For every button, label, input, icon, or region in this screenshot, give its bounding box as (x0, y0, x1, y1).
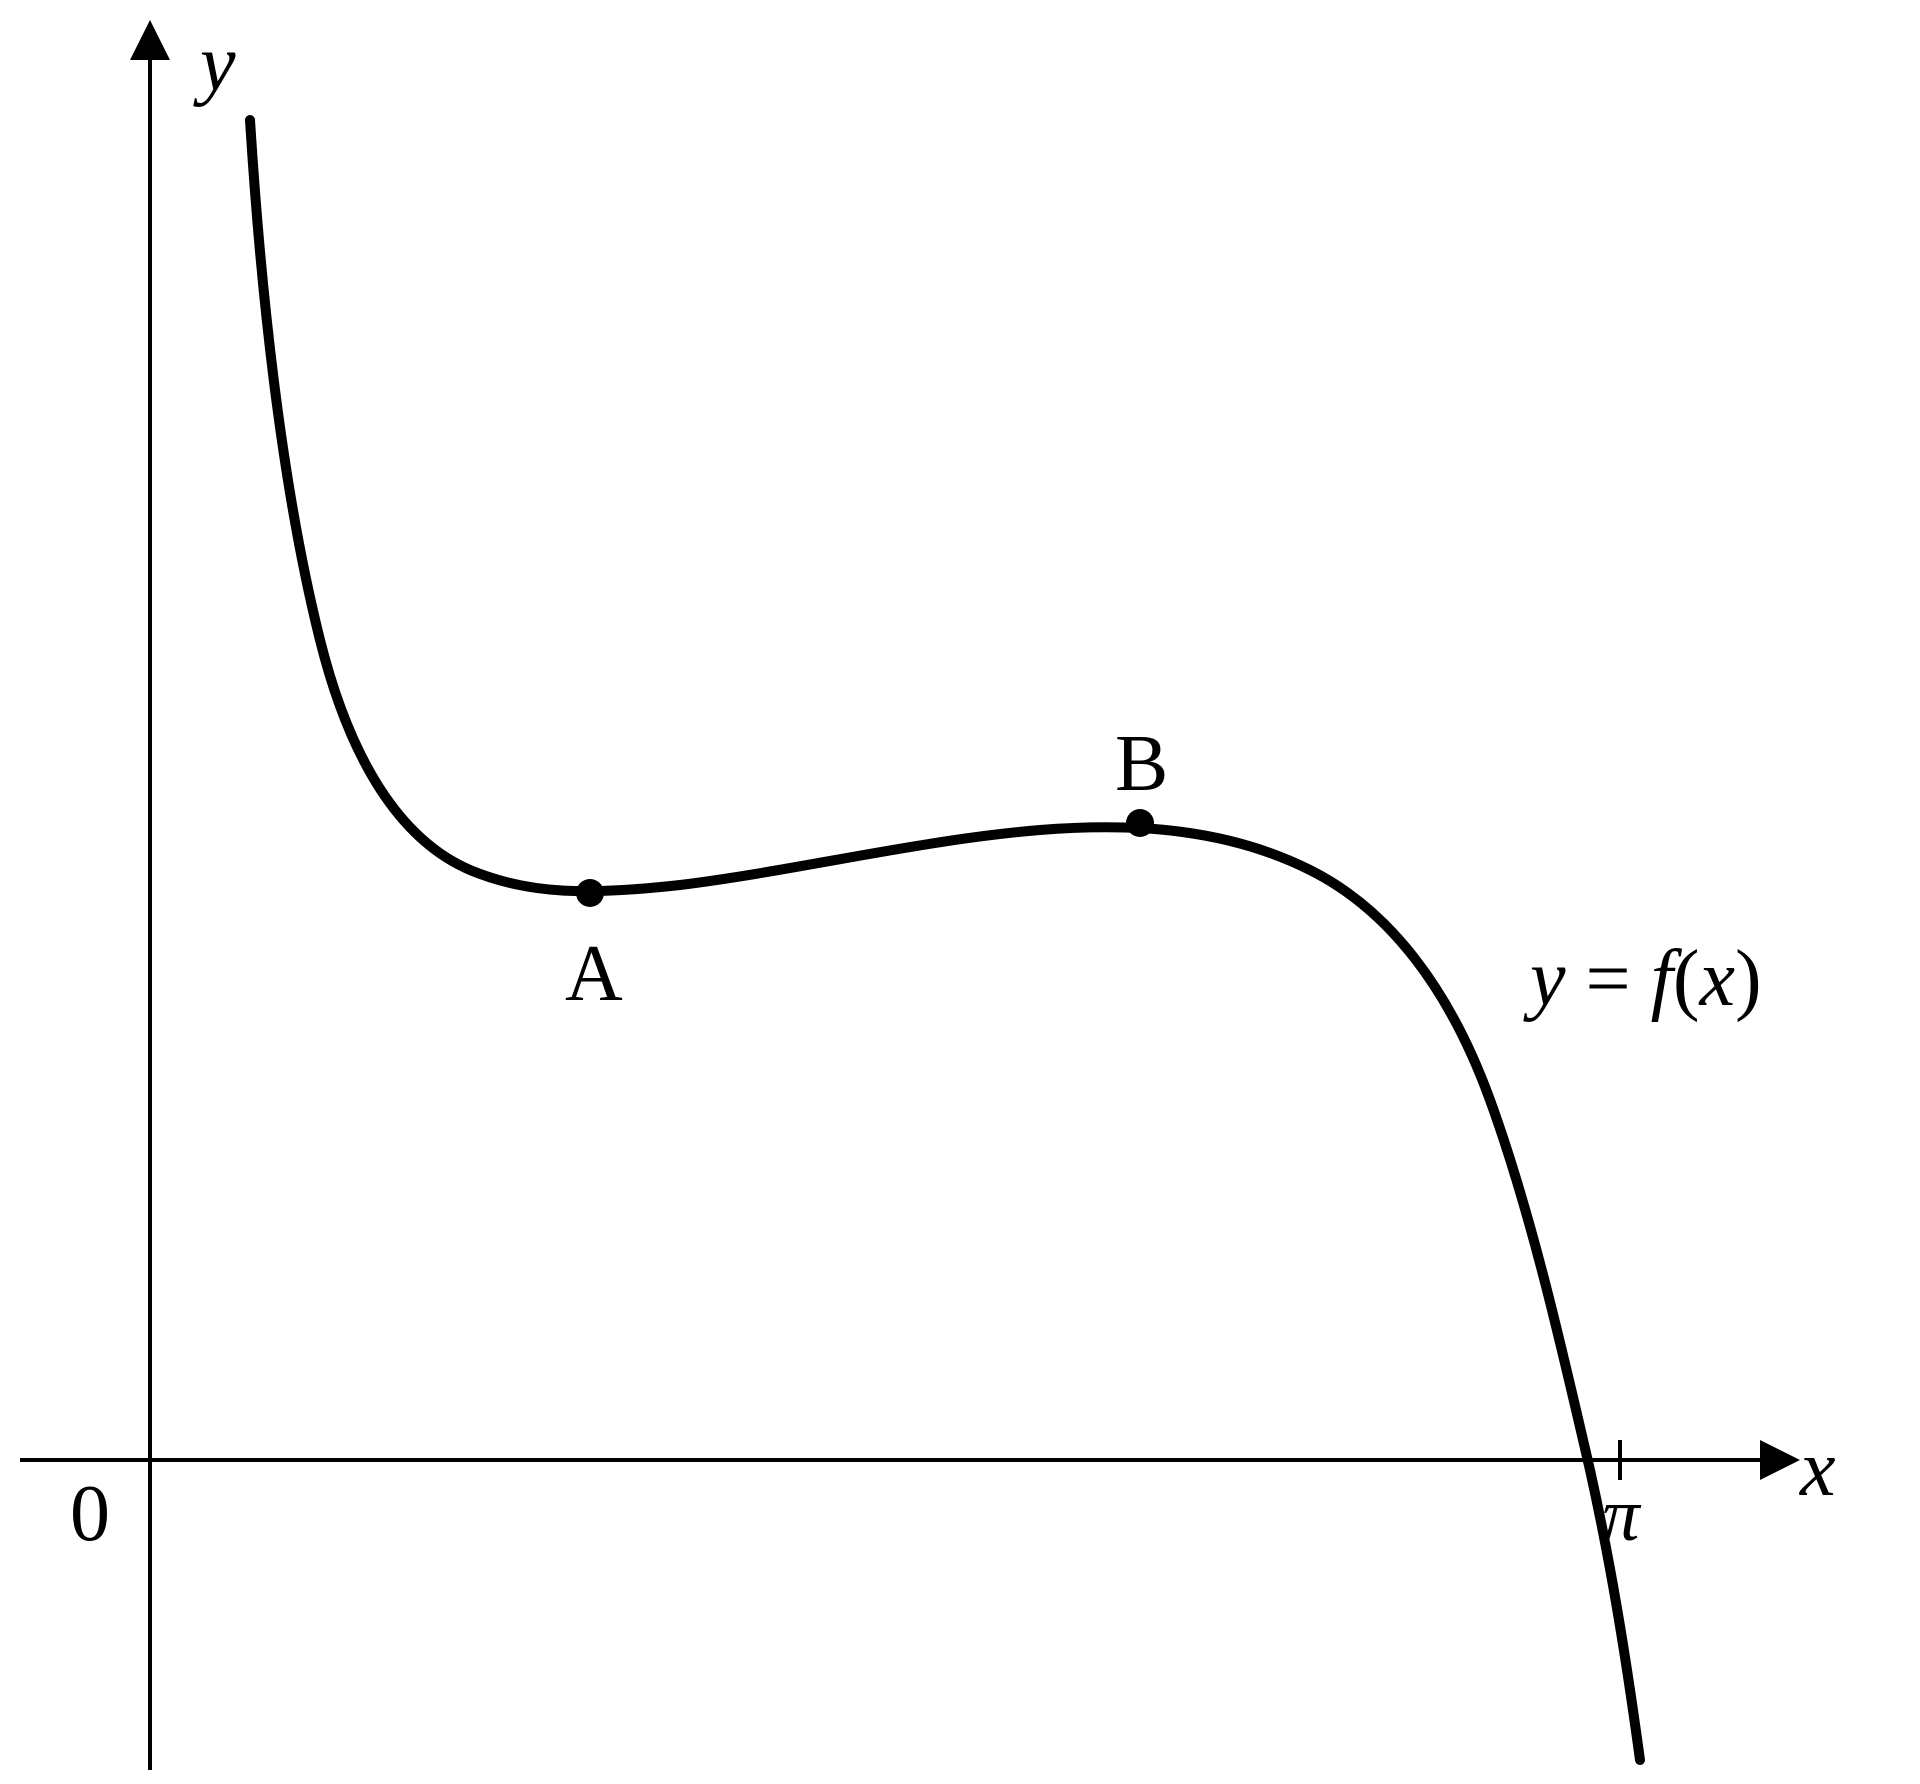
x-axis (20, 1440, 1800, 1480)
function-curve (250, 120, 1640, 1760)
point-b-label: B (1115, 720, 1168, 808)
y-axis (130, 20, 170, 1770)
y-axis-label: y (193, 20, 236, 108)
pi-label: π (1602, 1474, 1642, 1557)
chart-svg: y x 0 π A B y = f(x) (0, 0, 1920, 1784)
point-a-label: A (565, 930, 623, 1018)
point-b-marker (1126, 809, 1154, 837)
origin-label: 0 (70, 1470, 110, 1558)
function-graph-chart: y x 0 π A B y = f(x) (0, 0, 1920, 1784)
function-label: y = f(x) (1523, 935, 1762, 1023)
y-axis-arrow (130, 20, 170, 60)
point-a-marker (576, 879, 604, 907)
x-axis-arrow (1760, 1440, 1800, 1480)
x-axis-label: x (1799, 1425, 1836, 1513)
